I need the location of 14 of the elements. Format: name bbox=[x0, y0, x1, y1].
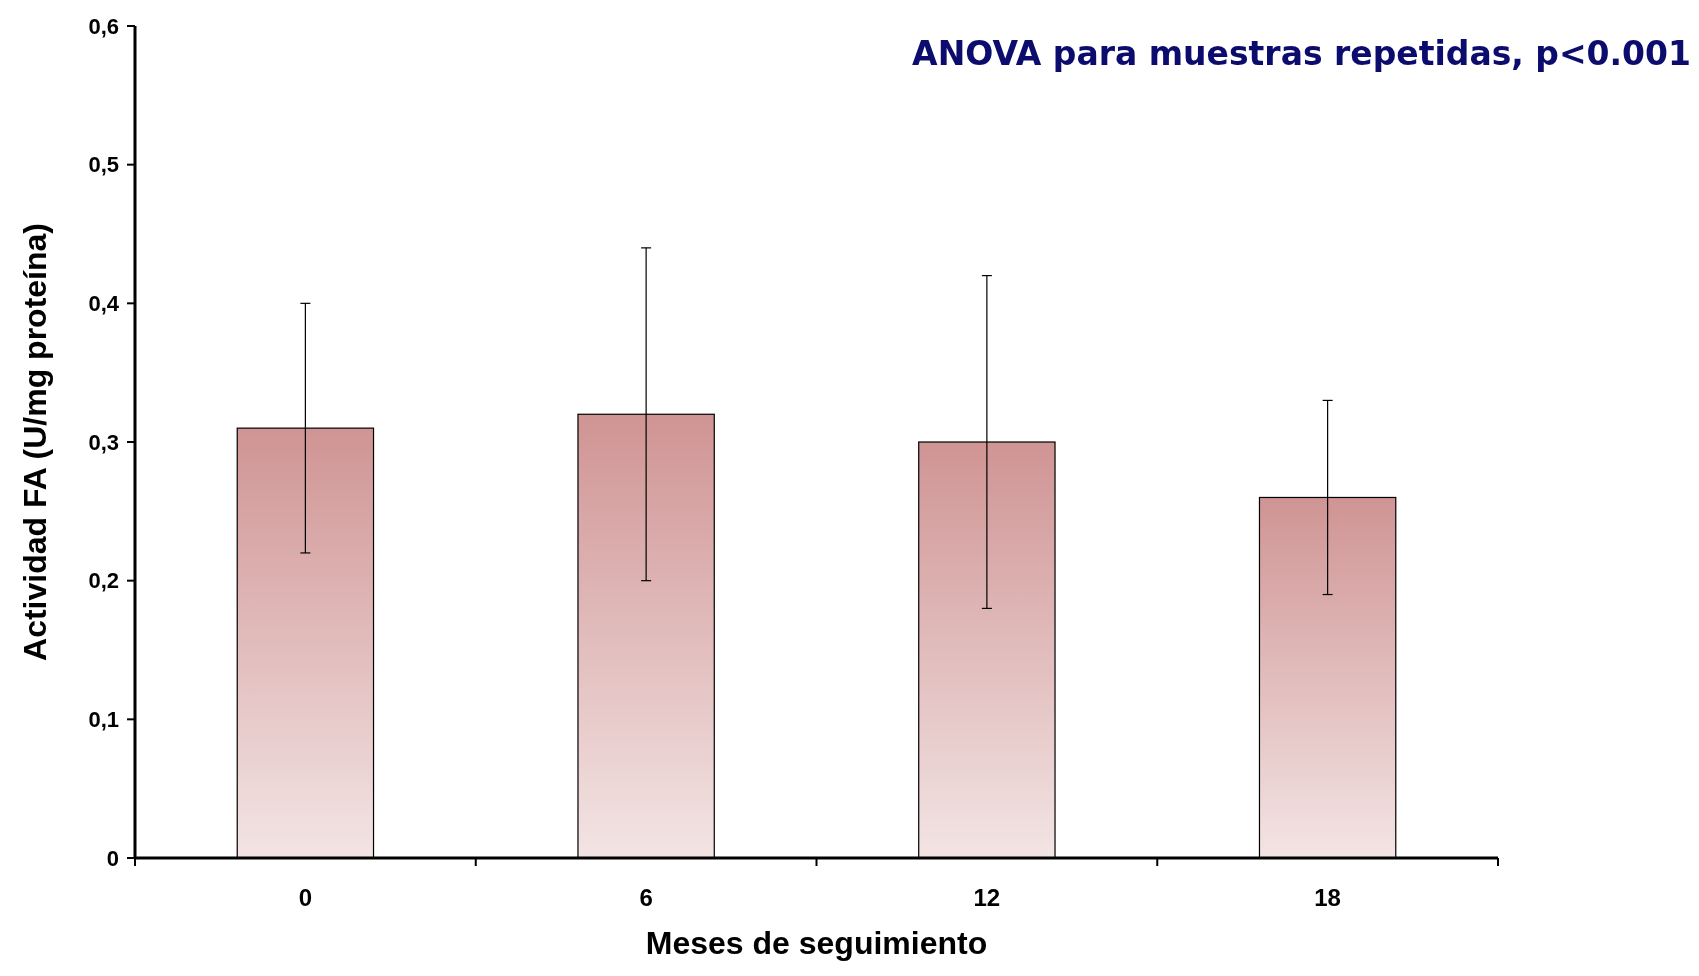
y-tick-label: 0,6 bbox=[88, 13, 119, 39]
x-tick-label: 12 bbox=[973, 884, 1001, 911]
x-tick-label: 0 bbox=[298, 884, 313, 911]
y-tick-label: 0,1 bbox=[88, 707, 119, 733]
x-axis-title: Meses de seguimiento bbox=[645, 925, 988, 961]
x-tick-label: 6 bbox=[639, 884, 653, 911]
y-tick-label: 0,5 bbox=[88, 152, 119, 178]
y-axis-title: Actividad FA (U/mg proteína) bbox=[17, 223, 53, 661]
y-tick-label: 0,3 bbox=[88, 429, 119, 455]
annotation: ANOVA para muestras repetidas, p<0.001 bbox=[912, 34, 1691, 73]
y-tick-label: 0,4 bbox=[88, 291, 120, 317]
x-tick-label: 18 bbox=[1314, 884, 1341, 911]
y-tick-label: 0,2 bbox=[88, 568, 119, 594]
y-tick-label: 0 bbox=[106, 845, 119, 871]
